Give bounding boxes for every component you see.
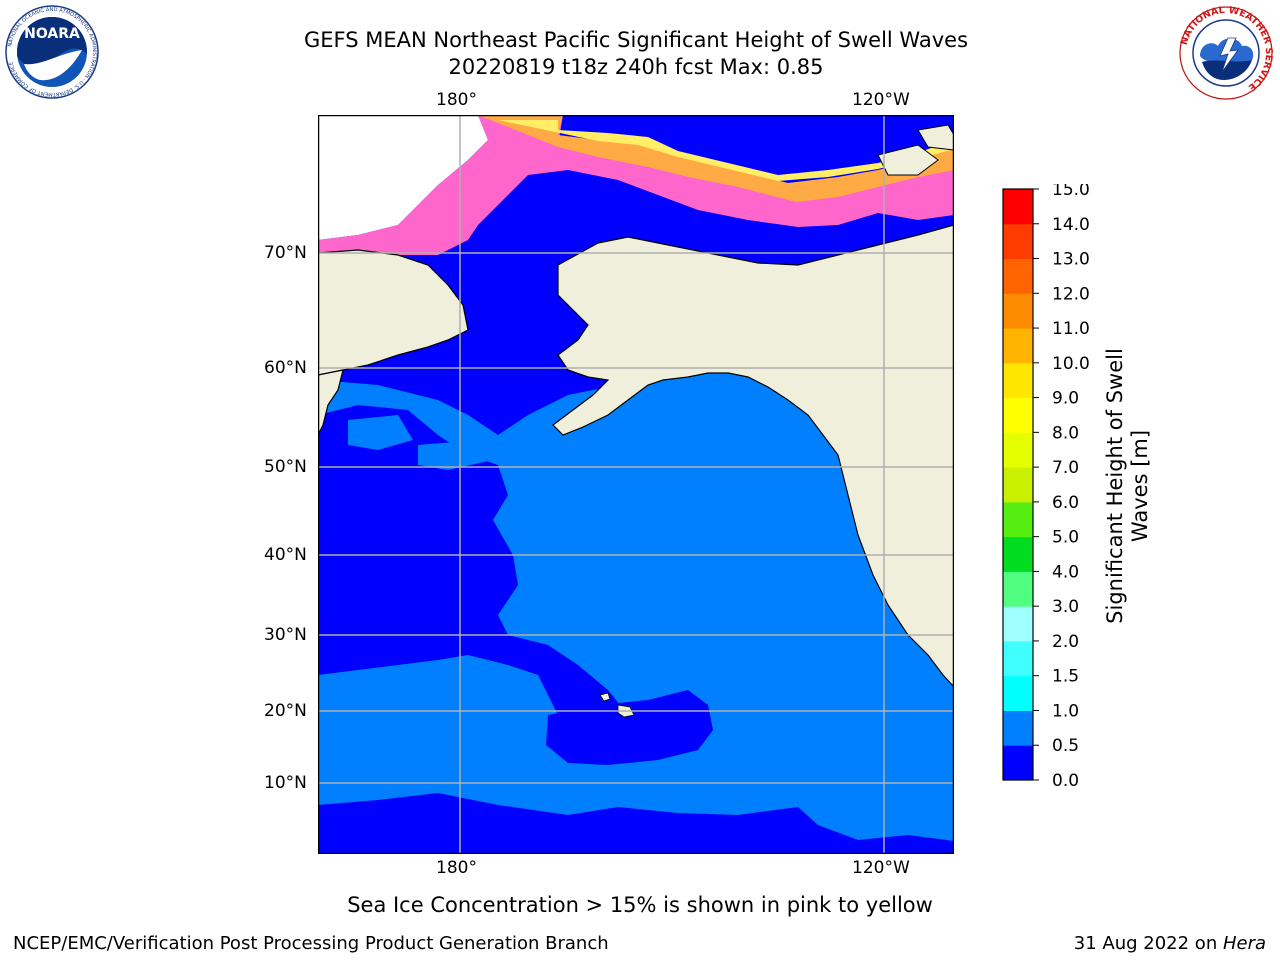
colorbar-tick-label: 10.0 (1052, 354, 1090, 374)
colorbar-tick-label: 12.0 (1052, 284, 1090, 304)
lat-label-50n: 50°N (264, 457, 307, 477)
colorbar-tick-label: 1.0 (1052, 701, 1079, 721)
colorbar-swatch (1003, 258, 1033, 294)
colorbar-swatch (1003, 571, 1033, 607)
colorbar-swatch (1003, 640, 1033, 677)
colorbar-tick-label: 5.0 (1052, 528, 1079, 548)
colorbar-swatch (1003, 501, 1033, 538)
colorbar-swatch (1003, 189, 1033, 225)
colorbar-tick-label: 6.0 (1052, 493, 1079, 513)
colorbar-tick-label: 0.5 (1052, 736, 1079, 756)
sea-ice-caption: Sea Ice Concentration > 15% is shown in … (347, 893, 933, 917)
lon-label-top-180: 180° (436, 90, 477, 110)
noaa-logo-text: NOARA (24, 26, 80, 42)
chart-title-line2: 20220819 t18z 240h fcst Max: 0.85 (448, 55, 824, 79)
sea-ice-white (318, 115, 488, 240)
swell-patch-2 (418, 440, 493, 470)
lon-label-top-120w: 120°W (852, 90, 910, 110)
land-kamchatka (318, 369, 344, 436)
colorbar-swatch (1003, 397, 1033, 433)
low-swell-hawaii (546, 690, 713, 765)
map-frame (318, 115, 954, 854)
colorbar-swatch (1003, 328, 1033, 364)
colorbar-frame (1002, 188, 1034, 781)
colorbar-tick-label: 0.0 (1052, 771, 1079, 788)
chart-title-line1: GEFS MEAN Northeast Pacific Significant … (303, 28, 969, 52)
sea-ice-orange (478, 115, 954, 202)
colorbar-swatch (1003, 606, 1033, 642)
land-arctic-island-1 (877, 144, 939, 176)
sea-ice-pink (318, 115, 954, 255)
swell-height-map (318, 115, 954, 854)
colorbar-tick-label: 3.0 (1052, 597, 1079, 617)
footer-date-text: 31 Aug 2022 on (1073, 933, 1223, 954)
colorbar-tick-label: 8.0 (1052, 423, 1079, 443)
colorbar-tick-label: 15.0 (1052, 184, 1090, 200)
colorbar-ticks: 0.0 0.5 1.0 1.5 2.0 3.0 4.0 5.0 6.0 7.0 8.0 9.0 10.0… (1033, 184, 1090, 788)
land-north-america (552, 224, 954, 688)
colorbar-tick-label: 11.0 (1052, 319, 1090, 339)
lat-label-40n: 40°N (264, 545, 307, 565)
colorbar-tick-label: 9.0 (1052, 389, 1079, 409)
low-swell-west (318, 405, 628, 755)
colorbar-swatch (1003, 745, 1033, 781)
swell-patch-1 (348, 415, 413, 450)
colorbar-tick-label: 1.5 (1052, 667, 1079, 687)
nws-logo: NATIONAL WEATHER SERVICE (1179, 5, 1274, 100)
colorbar-swatches (1003, 189, 1033, 781)
lon-label-bottom-180: 180° (436, 858, 477, 878)
colorbar-tick-label: 13.0 (1052, 250, 1090, 270)
colorbar-swatch (1003, 675, 1033, 711)
footer-host: Hera (1222, 933, 1266, 954)
map-gridlines (318, 115, 954, 854)
footer-branch: NCEP/EMC/Verification Post Processing Pr… (13, 933, 609, 954)
land-siberia (318, 249, 469, 376)
lat-label-20n: 20°N (264, 701, 307, 721)
lon-label-bottom-120w: 120°W (852, 858, 910, 878)
colorbar-swatch (1003, 710, 1033, 746)
colorbar: 0.0 0.5 1.0 1.5 2.0 3.0 4.0 5.0 6.0 7.0 8.0 9.0 10.0… (1002, 184, 1090, 788)
footer-date: 31 Aug 2022 on Hera (1074, 933, 1266, 955)
lat-label-60n: 60°N (264, 358, 307, 378)
colorbar-tick-label: 7.0 (1052, 458, 1079, 478)
colorbar-swatch (1003, 467, 1033, 503)
colorbar-swatch (1003, 362, 1033, 399)
lat-label-10n: 10°N (264, 773, 307, 793)
lat-label-70n: 70°N (264, 243, 307, 263)
colorbar-swatch (1003, 432, 1033, 468)
land-arctic-island-2 (917, 124, 954, 151)
colorbar-label: Significant Height of Swell Waves [m] (1103, 348, 1152, 624)
colorbar-tick-label: 2.0 (1052, 632, 1079, 652)
colorbar-swatch (1003, 223, 1033, 260)
land-hawaii-1 (599, 692, 611, 702)
colorbar-tick-label: 4.0 (1052, 562, 1079, 582)
colorbar-tick-label: 14.0 (1052, 215, 1090, 235)
colorbar-swatch (1003, 536, 1033, 572)
noaa-logo: NOARA NATIONAL OCEANIC AND ATMOSPHERIC A… (5, 5, 99, 99)
colorbar-swatch (1003, 293, 1033, 329)
low-swell-equator (318, 793, 954, 854)
lat-label-30n: 30°N (264, 625, 307, 645)
sea-ice-yellow (498, 120, 954, 181)
